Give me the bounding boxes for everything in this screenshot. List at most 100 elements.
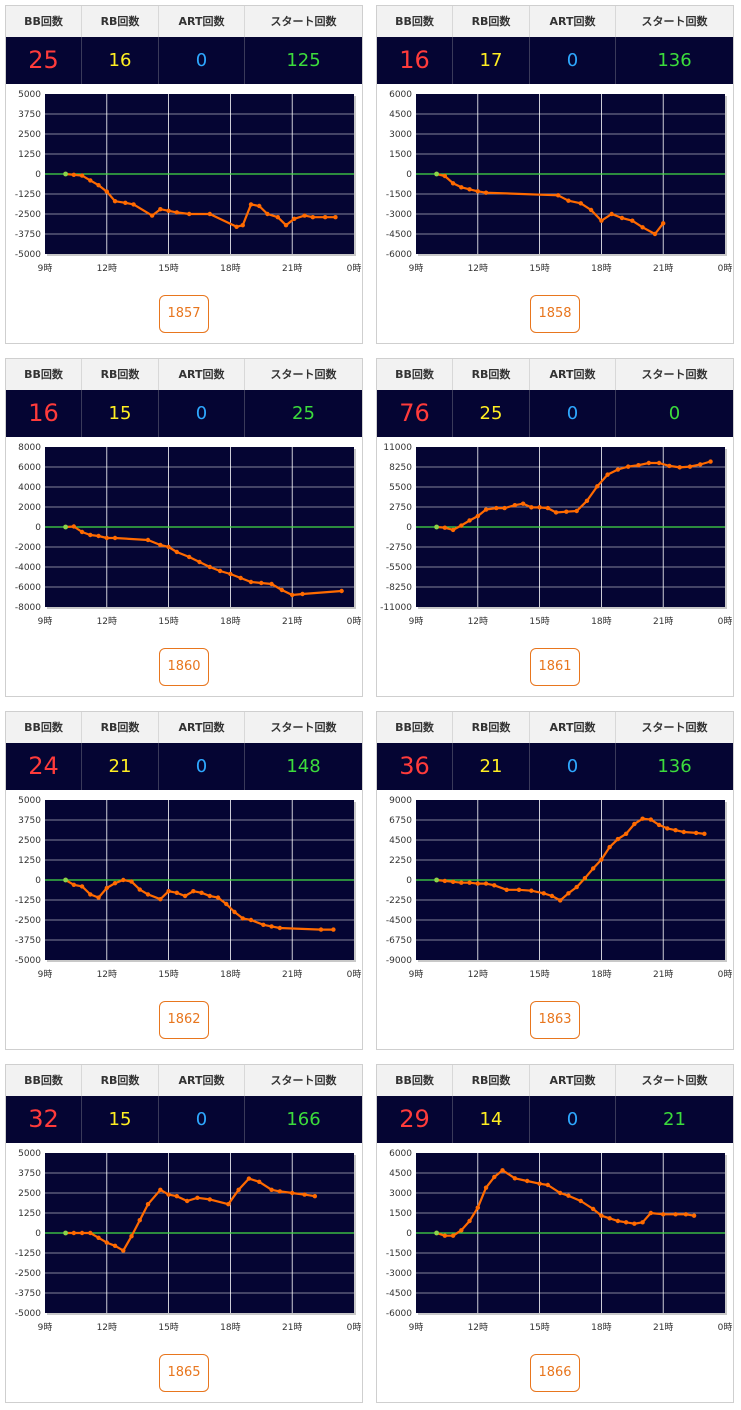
y-tick-label: -3000 [386, 1269, 412, 1279]
data-point [145, 1202, 151, 1207]
data-point [88, 892, 93, 897]
stats-values: 76 25 0 0 [377, 390, 733, 437]
data-point [199, 890, 204, 895]
x-tick-label: 18時 [591, 1322, 611, 1333]
machine-number-button[interactable]: 1866 [530, 1354, 580, 1392]
x-tick-label: 15時 [529, 616, 549, 627]
machine-card: BB回数 RB回数 ART回数 スタート回数 29 14 0 21 1866 6000 4500 30… [376, 1064, 734, 1403]
start-count: 136 [657, 756, 692, 777]
machine-number-button[interactable]: 1858 [530, 295, 580, 333]
bb-count: 36 [377, 743, 453, 790]
data-point [292, 216, 297, 221]
x-tick-label: 12時 [97, 1322, 117, 1333]
data-point [691, 1213, 697, 1218]
data-point [174, 890, 180, 895]
data-point [640, 1220, 645, 1225]
stats-header: BB回数 RB回数 ART回数 スタート回数 [6, 1065, 362, 1097]
data-point [442, 173, 448, 179]
data-point [158, 897, 163, 902]
data-point [182, 893, 188, 899]
start-count: 21 [663, 1109, 686, 1130]
rb-header: RB回数 [82, 359, 159, 390]
y-tick-label: -4500 [386, 916, 412, 926]
data-point [137, 887, 142, 892]
y-tick-label: -4000 [15, 563, 41, 573]
start-count: 25 [292, 403, 315, 424]
x-tick-label: 21時 [653, 1322, 673, 1333]
data-point [238, 575, 243, 581]
bb-count: 16 [377, 37, 453, 84]
data-point [549, 893, 555, 899]
y-tick-label: -1500 [386, 1249, 412, 1259]
y-tick-label: 4500 [389, 1169, 412, 1179]
data-point [149, 213, 155, 218]
x-tick-label: 18時 [220, 616, 240, 627]
data-point [459, 523, 464, 528]
data-point [187, 554, 192, 560]
data-point [283, 223, 289, 228]
data-point [673, 1212, 678, 1217]
rb-header: RB回数 [82, 1065, 159, 1096]
data-point [226, 1202, 231, 1207]
data-point [96, 1235, 101, 1240]
stats-header: BB回数 RB回数 ART回数 スタート回数 [377, 712, 733, 744]
data-point [683, 1212, 689, 1217]
machine-number-button[interactable]: 1857 [159, 295, 209, 333]
y-tick-label: -6750 [386, 936, 412, 946]
data-point [677, 465, 682, 470]
data-point [71, 882, 77, 887]
data-point [79, 529, 85, 535]
y-tick-label: -1250 [15, 190, 41, 200]
data-point [630, 218, 635, 223]
x-tick-label: 0時 [718, 616, 733, 627]
y-tick-label: -2500 [15, 1269, 41, 1279]
data-point [215, 895, 221, 900]
y-tick-label: 2500 [18, 1189, 41, 1199]
data-point [648, 817, 654, 822]
x-tick-label: 0時 [718, 263, 733, 274]
data-point [599, 857, 604, 862]
machine-number-button[interactable]: 1862 [159, 1001, 209, 1039]
data-point [197, 559, 202, 565]
rb-count: 25 [453, 390, 530, 437]
data-point [545, 1182, 551, 1188]
data-point [595, 484, 600, 489]
data-point [500, 1168, 505, 1173]
data-point [450, 879, 456, 884]
data-point [475, 1205, 480, 1210]
y-tick-label: -2000 [15, 543, 41, 553]
machine-number-button[interactable]: 1861 [530, 648, 580, 686]
data-point [158, 207, 163, 212]
machine-number-button[interactable]: 1860 [159, 648, 209, 686]
data-point [512, 1176, 518, 1181]
data-point [640, 816, 645, 821]
data-point [512, 502, 518, 508]
data-point [529, 505, 534, 510]
data-point [665, 826, 670, 831]
y-tick-label: 9000 [389, 796, 412, 806]
x-tick-label: 15時 [158, 1322, 178, 1333]
bb-header: BB回数 [377, 6, 453, 37]
x-tick-label: 9時 [409, 263, 424, 274]
rb-count: 17 [453, 37, 530, 84]
data-point [174, 549, 180, 555]
slump-chart: 9000 6750 4500 2250 0 -2250 -4500 -6750 -9000 9時 1… [386, 796, 733, 980]
rb-count: 14 [453, 1096, 530, 1143]
data-point [693, 830, 699, 836]
data-point [615, 836, 621, 842]
x-tick-label: 12時 [468, 1322, 488, 1333]
y-tick-label: -3750 [15, 936, 41, 946]
art-count: 0 [159, 37, 245, 84]
data-point [158, 1187, 163, 1192]
data-point [257, 1179, 262, 1184]
data-point [541, 891, 546, 896]
data-point [112, 535, 118, 541]
bb-count: 24 [6, 743, 82, 790]
y-tick-label: -3000 [386, 210, 412, 220]
machine-number-button[interactable]: 1863 [530, 1001, 580, 1039]
x-tick-label: 15時 [158, 263, 178, 274]
data-point [504, 887, 509, 892]
start-point [63, 1230, 68, 1236]
y-tick-label: 3000 [389, 1189, 412, 1199]
machine-number-button[interactable]: 1865 [159, 1354, 209, 1392]
